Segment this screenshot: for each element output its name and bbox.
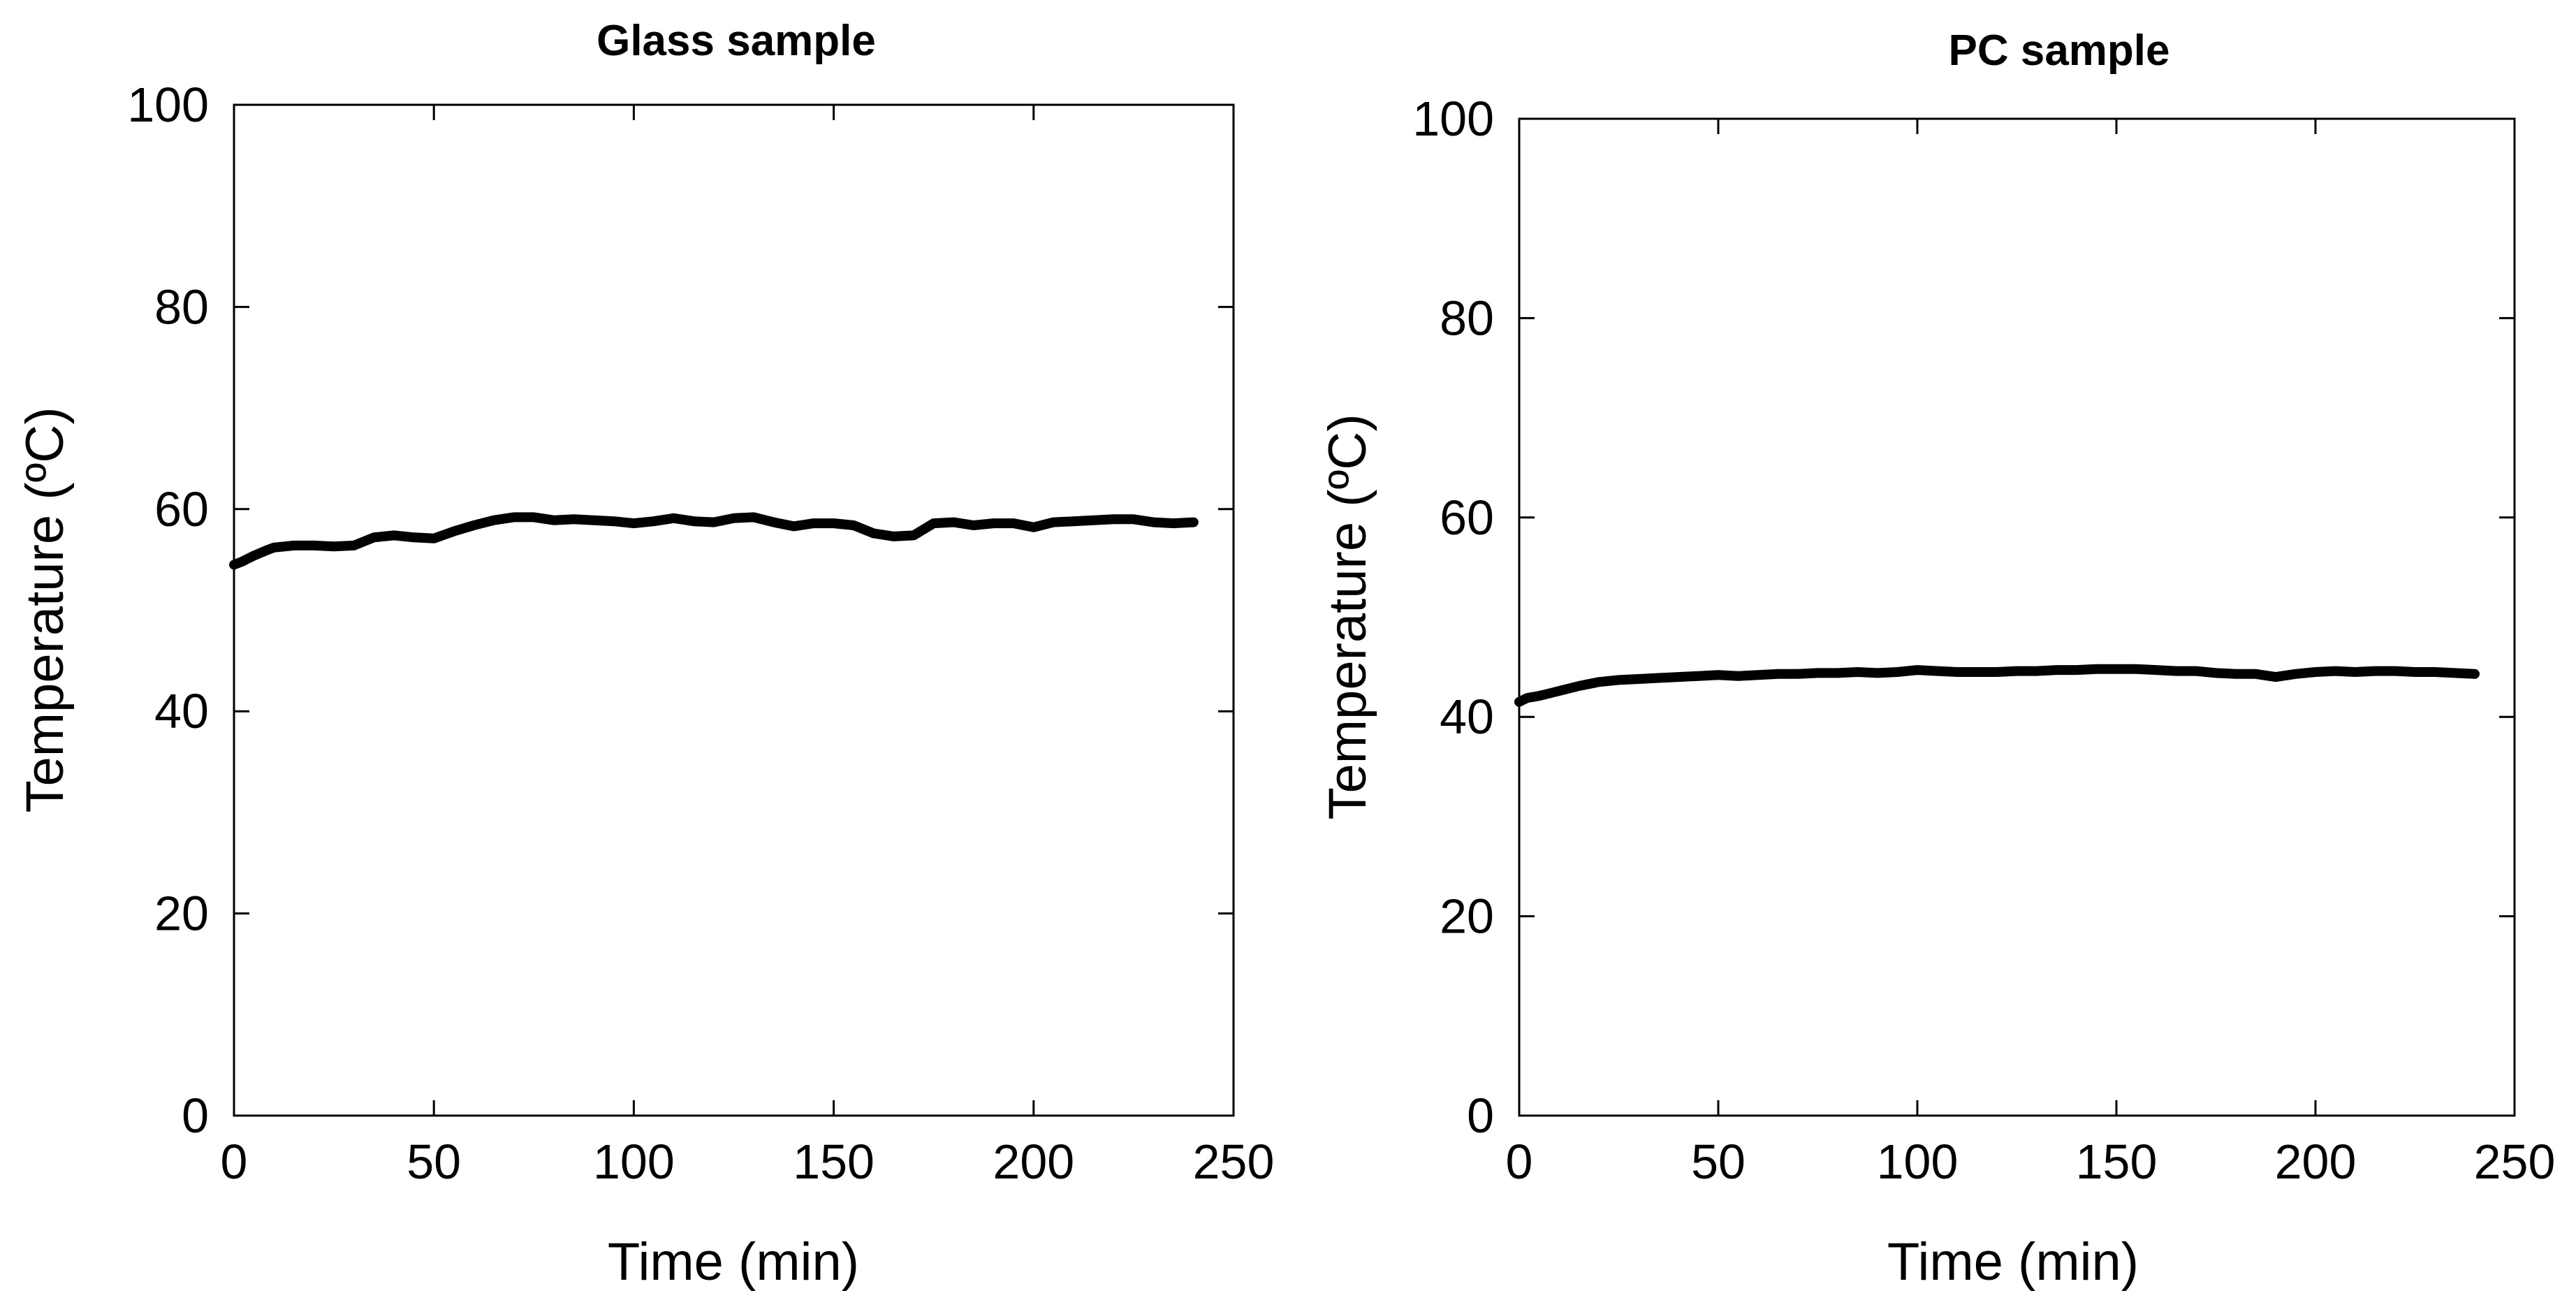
y-ticks: 0 20 40 60 80 100 — [127, 78, 1234, 1143]
y-tick-label: 60 — [154, 482, 209, 536]
chart-glass: Glass sample 0 20 40 60 80 100 0 50 100 150 200 25… — [15, 17, 1274, 1292]
x-tick-label: 0 — [1506, 1134, 1533, 1189]
plot-frame — [1518, 117, 2516, 1117]
y-tick-label: 40 — [154, 684, 209, 738]
y-tick-label: 0 — [182, 1088, 209, 1143]
chart-pc: PC sample 0 20 40 60 80 100 0 50 100 150 200 250 T… — [1318, 27, 2555, 1292]
chart-title: PC sample — [1948, 27, 2169, 75]
y-tick-label: 20 — [1440, 889, 1494, 944]
y-tick-label: 60 — [1440, 490, 1494, 545]
x-axis-label: Time (min) — [608, 1232, 859, 1292]
y-tick-label: 40 — [1440, 689, 1494, 744]
series-line-glass — [229, 512, 1199, 570]
x-tick-label: 50 — [407, 1134, 461, 1189]
chart-title: Glass sample — [597, 17, 876, 65]
x-ticks: 0 50 100 150 200 250 — [1506, 119, 2556, 1189]
y-axis-label: Temperature (ºC) — [1318, 414, 1377, 819]
x-tick-label: 250 — [2474, 1134, 2556, 1189]
x-tick-label: 200 — [993, 1134, 1074, 1189]
y-tick-label: 100 — [1412, 92, 1494, 146]
x-tick-label: 250 — [1193, 1134, 1275, 1189]
x-tick-label: 150 — [793, 1134, 874, 1189]
y-axis-label: Temperature (ºC) — [15, 407, 75, 812]
y-tick-label: 80 — [1440, 291, 1494, 345]
y-tick-label: 100 — [127, 78, 209, 132]
y-tick-label: 80 — [154, 279, 209, 334]
x-axis-label: Time (min) — [1887, 1232, 2139, 1292]
y-tick-label: 20 — [154, 886, 209, 941]
x-tick-label: 100 — [593, 1134, 675, 1189]
y-tick-label: 0 — [1467, 1088, 1494, 1143]
x-tick-label: 200 — [2275, 1134, 2357, 1189]
x-ticks: 0 50 100 150 200 250 — [221, 105, 1275, 1189]
x-tick-label: 0 — [221, 1134, 248, 1189]
y-ticks: 0 20 40 60 80 100 — [1412, 92, 2515, 1143]
plot-frame — [233, 103, 1235, 1117]
x-tick-label: 150 — [2076, 1134, 2158, 1189]
series-line-pc — [1514, 664, 2480, 707]
x-tick-label: 100 — [1877, 1134, 1959, 1189]
x-tick-label: 50 — [1691, 1134, 1746, 1189]
